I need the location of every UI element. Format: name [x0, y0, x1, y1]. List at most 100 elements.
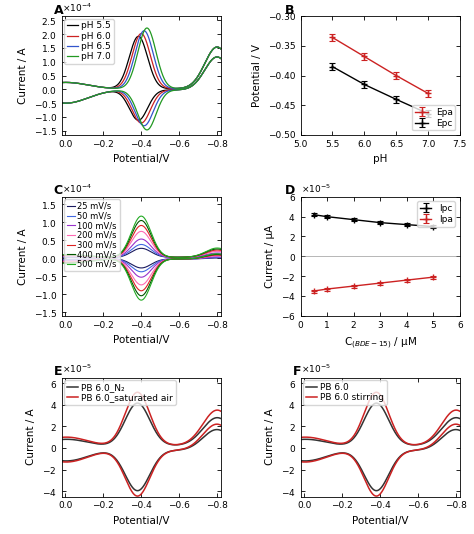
pH 6.5 — [183, 84, 189, 90]
300 mV/s — [183, 254, 189, 260]
Y-axis label: Current / μA: Current / μA — [265, 225, 275, 288]
200 mV/s — [138, 228, 144, 234]
PB 6.0_saturated air — [183, 439, 189, 445]
pH 5.5 — [169, 85, 175, 92]
Legend: Epa, Epc: Epa, Epc — [412, 105, 455, 130]
25 mV/s — [103, 254, 109, 261]
50 mV/s — [183, 254, 189, 261]
pH 5.5 — [123, 65, 129, 71]
X-axis label: C$_{(BDE-15)}$ / μM: C$_{(BDE-15)}$ / μM — [344, 335, 417, 351]
X-axis label: Potential/V: Potential/V — [352, 516, 409, 526]
pH 6.0 — [168, 85, 174, 92]
Line: pH 6.0: pH 6.0 — [62, 34, 221, 89]
PB 6.0_N₂ — [135, 400, 140, 406]
50 mV/s — [59, 254, 64, 260]
pH 5.5 — [59, 80, 64, 86]
Line: PB 6.0_saturated air: PB 6.0_saturated air — [62, 392, 221, 445]
Line: pH 7.0: pH 7.0 — [62, 28, 221, 88]
PB 6.0 — [407, 441, 413, 447]
100 mV/s — [138, 236, 144, 242]
100 mV/s — [59, 253, 64, 260]
PB 6.0 stirring — [407, 441, 413, 447]
Legend: Ipc, Ipa: Ipc, Ipa — [417, 201, 455, 226]
100 mV/s — [75, 254, 81, 260]
Line: PB 6.0_N₂: PB 6.0_N₂ — [62, 403, 221, 445]
200 mV/s — [123, 246, 129, 253]
PB 6.0_saturated air — [75, 435, 81, 442]
pH 5.5 — [186, 82, 192, 89]
400 mV/s — [186, 254, 192, 260]
50 mV/s — [138, 241, 144, 248]
pH 7.0 — [59, 80, 64, 86]
PB 6.0_saturated air — [59, 434, 64, 441]
pH 7.0 — [75, 80, 81, 87]
PB 6.0_saturated air — [218, 408, 224, 414]
300 mV/s — [129, 234, 135, 241]
Text: A: A — [54, 4, 64, 17]
Legend: PB 6.0, PB 6.0 stirring: PB 6.0, PB 6.0 stirring — [303, 380, 387, 405]
pH 6.0 — [129, 53, 135, 60]
pH 5.5 — [218, 46, 224, 52]
200 mV/s — [218, 248, 224, 255]
25 mV/s — [59, 254, 64, 261]
Legend: 25 mV/s, 50 mV/s, 100 mV/s, 200 mV/s, 300 mV/s, 400 mV/s, 500 mV/s: 25 mV/s, 50 mV/s, 100 mV/s, 200 mV/s, 30… — [64, 199, 119, 271]
pH 6.0 — [186, 82, 192, 89]
200 mV/s — [75, 253, 81, 260]
Y-axis label: Current / A: Current / A — [18, 228, 28, 285]
PB 6.0 stirring — [298, 434, 303, 441]
300 mV/s — [186, 254, 192, 260]
PB 6.0_N₂ — [123, 415, 129, 421]
pH 6.0 — [218, 46, 224, 52]
500 mV/s — [186, 254, 192, 260]
PB 6.0 — [298, 436, 303, 443]
PB 6.0 — [422, 439, 428, 446]
PB 6.0_saturated air — [123, 408, 129, 414]
50 mV/s — [168, 254, 174, 261]
pH 7.0 — [168, 84, 174, 90]
pH 6.5 — [123, 77, 129, 84]
PB 6.0 stirring — [314, 435, 319, 442]
X-axis label: Potential/V: Potential/V — [113, 335, 170, 345]
PB 6.0_N₂ — [168, 441, 174, 447]
Y-axis label: Current / A: Current / A — [18, 47, 28, 104]
pH 7.0 — [218, 46, 224, 52]
25 mV/s — [123, 252, 129, 258]
pH 6.5 — [141, 28, 147, 34]
Line: 200 mV/s: 200 mV/s — [62, 231, 221, 257]
500 mV/s — [183, 254, 189, 260]
25 mV/s — [186, 254, 192, 261]
Text: D: D — [284, 184, 295, 198]
100 mV/s — [123, 249, 129, 255]
100 mV/s — [104, 254, 110, 261]
Legend: pH 5.5, pH 6.0, pH 6.5, pH 7.0: pH 5.5, pH 6.0, pH 6.5, pH 7.0 — [64, 19, 114, 64]
pH 6.5 — [129, 62, 135, 69]
200 mV/s — [186, 254, 192, 260]
Text: F: F — [292, 365, 301, 378]
Y-axis label: Current / A: Current / A — [27, 409, 36, 466]
300 mV/s — [123, 245, 129, 251]
50 mV/s — [186, 254, 192, 260]
Line: 50 mV/s: 50 mV/s — [62, 245, 221, 257]
400 mV/s — [123, 243, 129, 249]
200 mV/s — [129, 238, 135, 244]
X-axis label: Potential/V: Potential/V — [113, 516, 170, 526]
400 mV/s — [75, 252, 81, 258]
PB 6.0 stirring — [425, 437, 431, 444]
pH 7.0 — [144, 25, 150, 31]
200 mV/s — [105, 254, 110, 261]
Legend: PB 6.0_N₂, PB 6.0_saturated air: PB 6.0_N₂, PB 6.0_saturated air — [64, 380, 176, 405]
300 mV/s — [138, 222, 144, 229]
pH 7.0 — [129, 70, 135, 76]
pH 7.0 — [123, 81, 129, 88]
400 mV/s — [168, 254, 174, 260]
400 mV/s — [59, 252, 64, 258]
50 mV/s — [104, 254, 109, 261]
pH 6.5 — [173, 85, 179, 92]
PB 6.0 stirring — [374, 389, 379, 396]
Y-axis label: Potential / V: Potential / V — [253, 44, 263, 107]
X-axis label: pH: pH — [373, 154, 387, 164]
pH 6.5 — [75, 80, 81, 87]
PB 6.0_N₂ — [218, 415, 224, 422]
300 mV/s — [168, 254, 174, 260]
Line: 500 mV/s: 500 mV/s — [62, 216, 221, 257]
